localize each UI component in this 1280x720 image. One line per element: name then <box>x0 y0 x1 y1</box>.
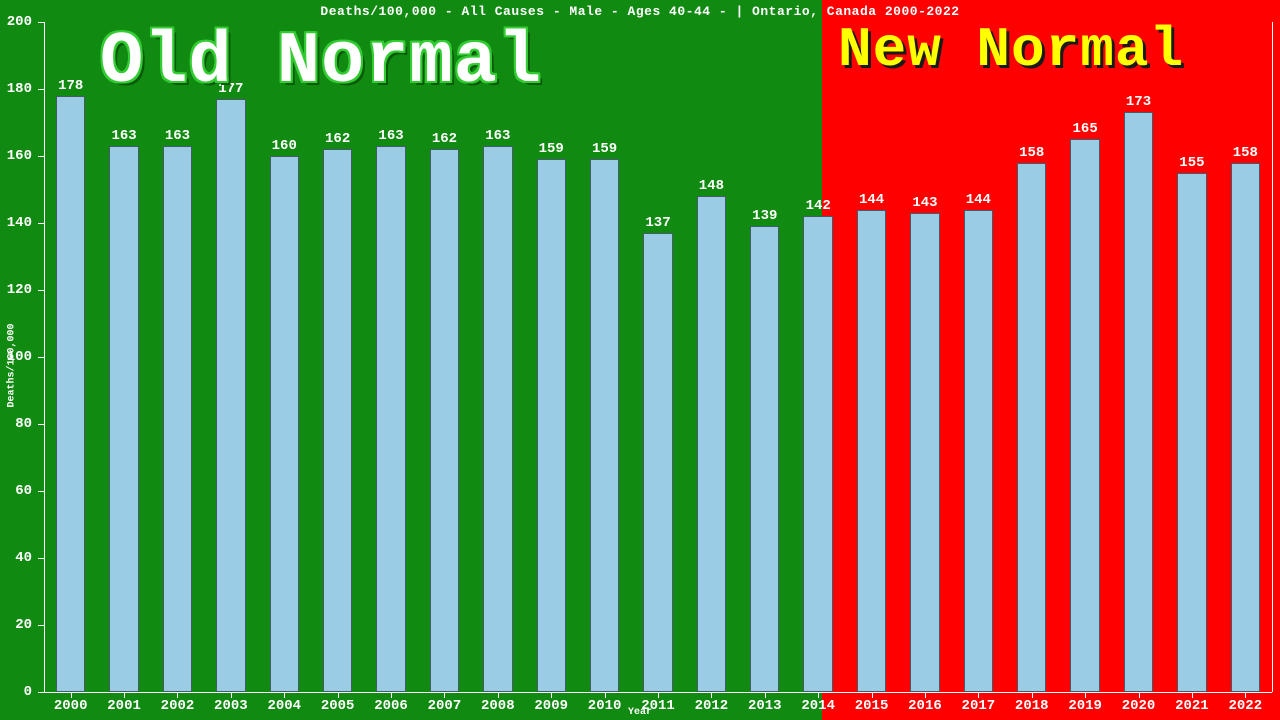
x-tick-label: 2008 <box>481 698 515 714</box>
y-tick-mark <box>38 357 44 358</box>
x-tick-label: 2020 <box>1122 698 1156 714</box>
bar <box>430 149 459 692</box>
y-tick-mark <box>38 491 44 492</box>
bar <box>750 226 779 692</box>
x-tick-label: 2001 <box>107 698 141 714</box>
bar <box>910 213 939 692</box>
bar <box>1070 139 1099 692</box>
bar-value-label: 159 <box>539 141 564 157</box>
bar-value-label: 137 <box>645 215 670 231</box>
bar-value-label: 139 <box>752 208 777 224</box>
bar-value-label: 163 <box>378 128 403 144</box>
bar-value-label: 148 <box>699 178 724 194</box>
y-tick-mark <box>38 22 44 23</box>
y-tick-mark <box>38 424 44 425</box>
bar <box>590 159 619 692</box>
bar-value-label: 178 <box>58 78 83 94</box>
x-tick-label: 2015 <box>855 698 889 714</box>
x-tick-label: 2014 <box>801 698 835 714</box>
y-axis-line-left <box>44 22 45 692</box>
bar <box>964 210 993 692</box>
x-tick-label: 2013 <box>748 698 782 714</box>
y-tick-label: 140 <box>7 215 38 231</box>
bar-value-label: 158 <box>1019 145 1044 161</box>
x-tick-label: 2004 <box>267 698 301 714</box>
y-tick-label: 120 <box>7 282 38 298</box>
bar <box>643 233 672 692</box>
bar-value-label: 173 <box>1126 94 1151 110</box>
y-tick-label: 60 <box>15 483 38 499</box>
bar <box>1124 112 1153 692</box>
annotation-text: Old Normal <box>100 26 542 98</box>
bar <box>483 146 512 692</box>
y-tick-label: 100 <box>7 349 38 365</box>
y-tick-mark <box>38 223 44 224</box>
bar <box>216 99 245 692</box>
y-tick-label: 20 <box>15 617 38 633</box>
x-tick-label: 2017 <box>962 698 996 714</box>
x-tick-label: 2003 <box>214 698 248 714</box>
bar <box>537 159 566 692</box>
y-tick-mark <box>38 89 44 90</box>
chart-container: Deaths/100,000 - All Causes - Male - Age… <box>0 0 1280 720</box>
y-tick-mark <box>38 290 44 291</box>
x-tick-label: 2019 <box>1068 698 1102 714</box>
y-tick-mark <box>38 558 44 559</box>
bar-value-label: 142 <box>806 198 831 214</box>
x-tick-label: 2007 <box>428 698 462 714</box>
bar-value-label: 155 <box>1179 155 1204 171</box>
x-tick-label: 2016 <box>908 698 942 714</box>
x-tick-label: 2021 <box>1175 698 1209 714</box>
y-tick-label: 200 <box>7 14 38 30</box>
bar <box>697 196 726 692</box>
x-tick-label: 2022 <box>1228 698 1262 714</box>
annotation-text: New Normal <box>838 22 1184 78</box>
x-tick-label: 2006 <box>374 698 408 714</box>
bar-value-label: 159 <box>592 141 617 157</box>
x-tick-label: 2018 <box>1015 698 1049 714</box>
bar-value-label: 144 <box>966 192 991 208</box>
x-tick-label: 2000 <box>54 698 88 714</box>
y-axis-line-right <box>1272 22 1273 692</box>
y-tick-label: 180 <box>7 81 38 97</box>
bar <box>803 216 832 692</box>
bar <box>1017 163 1046 692</box>
bar-value-label: 163 <box>111 128 136 144</box>
y-tick-mark <box>38 156 44 157</box>
bar <box>163 146 192 692</box>
y-tick-label: 40 <box>15 550 38 566</box>
x-tick-label: 2005 <box>321 698 355 714</box>
bar <box>323 149 352 692</box>
background-region-new <box>822 0 1280 720</box>
x-tick-label: 2012 <box>695 698 729 714</box>
bar <box>270 156 299 692</box>
chart-title: Deaths/100,000 - All Causes - Male - Age… <box>0 4 1280 19</box>
bar <box>376 146 405 692</box>
bar-value-label: 162 <box>432 131 457 147</box>
bar-value-label: 144 <box>859 192 884 208</box>
bar-value-label: 162 <box>325 131 350 147</box>
bar <box>1231 163 1260 692</box>
bar <box>857 210 886 692</box>
y-axis-label: Deaths/100,000 <box>7 323 18 407</box>
bar-value-label: 160 <box>272 138 297 154</box>
bar <box>109 146 138 692</box>
y-tick-mark <box>38 692 44 693</box>
bar <box>1177 173 1206 692</box>
bar-value-label: 163 <box>485 128 510 144</box>
x-tick-label: 2009 <box>534 698 568 714</box>
y-tick-label: 160 <box>7 148 38 164</box>
bar <box>56 96 85 692</box>
bar-value-label: 158 <box>1233 145 1258 161</box>
x-tick-label: 2002 <box>161 698 195 714</box>
y-tick-mark <box>38 625 44 626</box>
y-tick-label: 0 <box>24 684 38 700</box>
bar-value-label: 165 <box>1073 121 1098 137</box>
x-tick-label: 2010 <box>588 698 622 714</box>
bar-value-label: 143 <box>912 195 937 211</box>
x-tick-label: 2011 <box>641 698 675 714</box>
bar-value-label: 163 <box>165 128 190 144</box>
y-tick-label: 80 <box>15 416 38 432</box>
